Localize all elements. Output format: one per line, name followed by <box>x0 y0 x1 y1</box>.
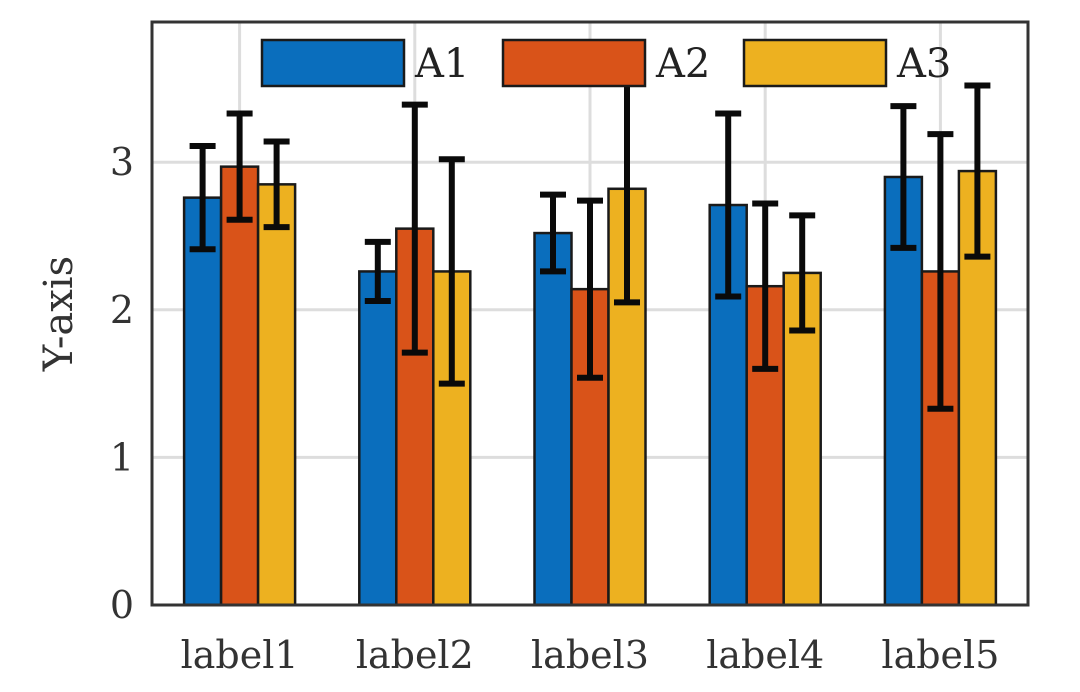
error-bar-a1-label1 <box>189 142 216 253</box>
x-tick-label: label3 <box>531 633 649 677</box>
x-tick-labels: label1 label2 label3 label4 label5 <box>181 633 1000 677</box>
y-tick-label: 3 <box>110 140 134 184</box>
legend-label: A2 <box>655 41 710 87</box>
bar-a1-label3 <box>533 231 573 607</box>
legend-swatch <box>260 38 406 88</box>
error-bar-a2-label4 <box>752 200 779 372</box>
error-bar-a1-label4 <box>715 110 742 300</box>
bar-a2-label1 <box>219 165 260 607</box>
error-bar-a2-label2 <box>401 101 428 356</box>
legend: A1 A2 A3 <box>260 38 951 88</box>
error-bar-a2-label5 <box>927 131 954 412</box>
x-tick-label: label2 <box>356 633 474 677</box>
error-bar-a2-label3 <box>577 197 603 381</box>
legend-swatch <box>742 38 888 88</box>
y-tick-label: 0 <box>110 583 134 627</box>
legend-label: A1 <box>414 41 469 87</box>
error-bar-a3-label5 <box>964 82 991 260</box>
plot-frame <box>150 20 1030 607</box>
error-bar-a1-label5 <box>890 103 917 251</box>
y-tick-labels: 0 1 2 3 <box>110 140 134 627</box>
bar-a1-label2 <box>358 270 398 607</box>
error-bar-a1-label3 <box>540 191 566 275</box>
y-tick-label: 1 <box>110 435 134 479</box>
y-axis-label: Y-axis <box>36 256 82 372</box>
legend-item-a2: A2 <box>501 38 710 88</box>
bar-a3-label1 <box>256 183 297 607</box>
y-tick-label: 2 <box>110 288 134 332</box>
legend-item-a1: A1 <box>260 38 469 88</box>
bar-a1-label1 <box>182 196 223 607</box>
legend-label: A3 <box>896 41 951 87</box>
error-bar-a2-label1 <box>226 110 253 223</box>
error-bar-a3-label4 <box>789 212 816 334</box>
x-tick-label: label4 <box>706 633 824 677</box>
error-bars <box>189 72 991 412</box>
x-tick-label: label1 <box>181 633 299 677</box>
error-bar-a3-label2 <box>438 156 465 387</box>
legend-swatch <box>501 38 647 88</box>
error-bar-a1-label2 <box>364 238 391 304</box>
error-bar-a3-label1 <box>263 138 290 231</box>
x-tick-label: label5 <box>881 633 999 677</box>
legend-item-a3: A3 <box>742 38 951 88</box>
